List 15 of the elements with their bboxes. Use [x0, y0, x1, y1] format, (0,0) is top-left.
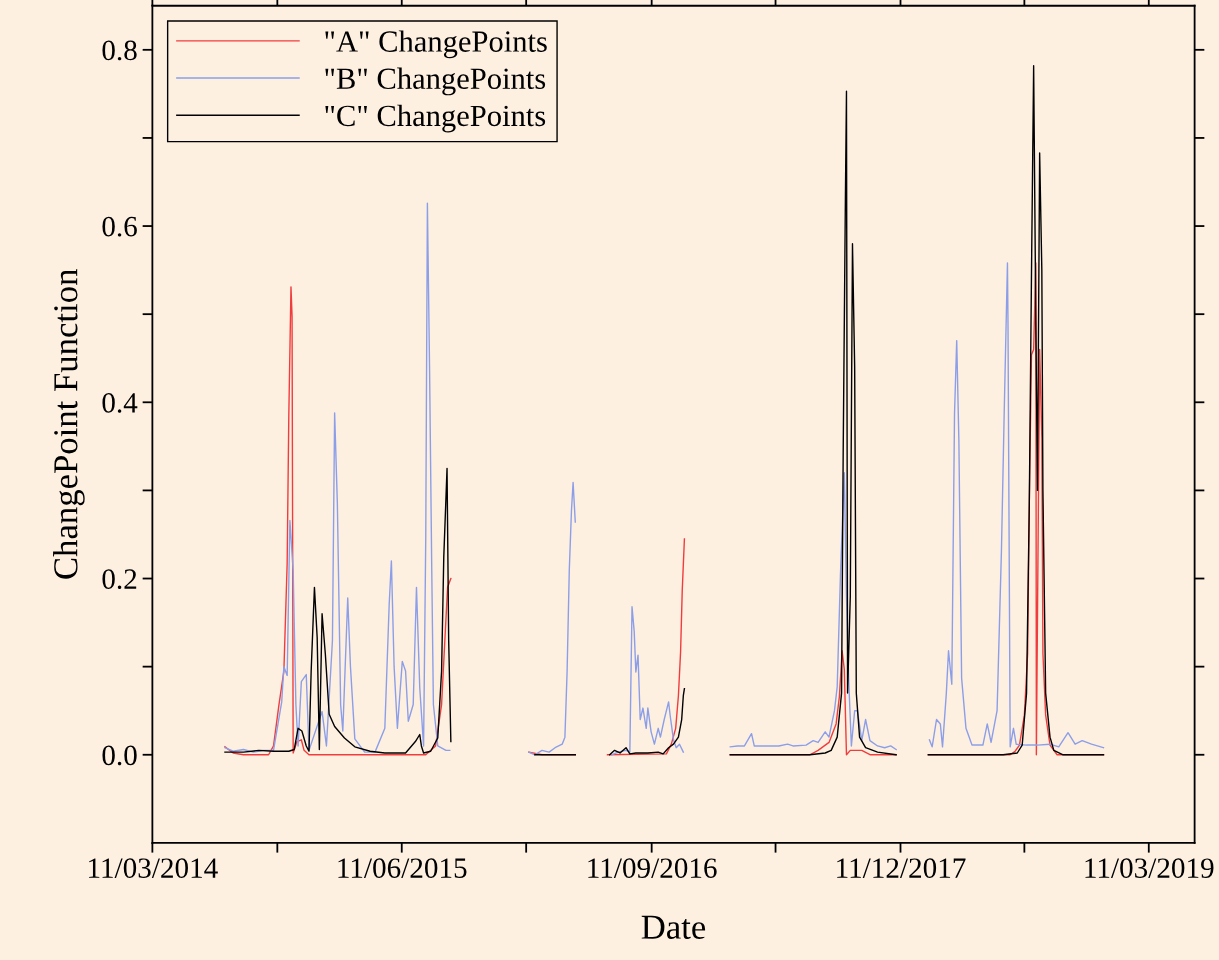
x-tick-label: 11/09/2016 [588, 858, 717, 878]
y-tick-label: 0.6 [102, 216, 137, 237]
y-axis-title: ChangePoint Function [53, 269, 85, 579]
legend-label: "C" ChangePoints [325, 104, 546, 133]
y-tick-label: 0.0 [102, 745, 137, 766]
y-tick-label: 0.2 [102, 569, 137, 590]
y-tick-label: 0.4 [102, 393, 138, 413]
legend-label: "A" ChangePoints [325, 30, 547, 59]
x-axis-title: Date [641, 915, 706, 939]
x-tick-label: 11/12/2017 [837, 858, 966, 878]
x-tick-label: 11/06/2015 [338, 858, 467, 878]
legend-label: "B" ChangePoints [325, 67, 546, 96]
x-tick-label: 11/03/2014 [89, 858, 218, 878]
y-tick-label: 0.8 [102, 40, 137, 61]
x-tick-label: 11/03/2019 [1085, 858, 1214, 878]
